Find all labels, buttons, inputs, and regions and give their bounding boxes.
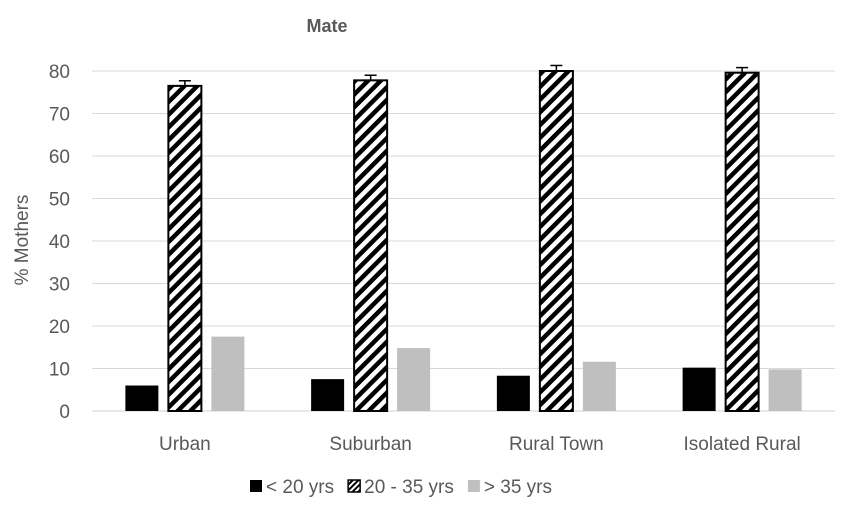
bar-20-yrs [682, 367, 716, 411]
y-tick-label: 70 [49, 105, 70, 126]
legend-label: 20 - 35 yrs [364, 477, 454, 498]
bars [125, 64, 802, 412]
y-tick-label: 10 [49, 360, 70, 381]
bar-20-35-yrs [538, 70, 574, 412]
y-tick-label: 40 [49, 232, 70, 253]
legend-label: < 20 yrs [266, 477, 334, 498]
y-tick-label: 30 [49, 275, 70, 296]
y-tick-label: 80 [49, 62, 70, 83]
legend-item: > 35 yrs [467, 477, 552, 498]
gridlines [92, 70, 835, 369]
bar-20-35-yrs [167, 84, 203, 412]
legend-swatch [250, 480, 262, 492]
legend-item: 20 - 35 yrs [347, 477, 454, 498]
y-tick-label: 20 [49, 317, 70, 338]
bar-20-35-yrs [724, 71, 760, 412]
x-tick-label: Urban [159, 434, 211, 455]
x-tick-label: Isolated Rural [684, 434, 801, 455]
y-tick-label: 50 [49, 190, 70, 211]
bar-20-yrs [496, 375, 530, 411]
axes: 0 10 20 30 40 50 60 70 80 Urban Suburban Rural Town… [49, 62, 835, 455]
x-tick-label: Rural Town [509, 434, 604, 455]
bar-35-yrs [768, 369, 802, 411]
bar-35-yrs [211, 336, 245, 411]
legend-label: > 35 yrs [484, 477, 552, 498]
bar-20-35-yrs [353, 79, 389, 412]
legend: < 20 yrs 20 - 35 yrs > 35 yrs [250, 477, 552, 498]
bar-20-yrs [311, 379, 345, 411]
legend-swatch [467, 480, 480, 492]
legend-swatch [347, 479, 361, 493]
x-tick-label: Suburban [329, 434, 411, 455]
y-axis-label: % Mothers [12, 195, 33, 286]
bar-35-yrs [397, 348, 431, 411]
y-tick-label: 0 [59, 402, 70, 423]
y-tick-label: 60 [49, 147, 70, 168]
bar-20-yrs [125, 385, 159, 411]
legend-item: < 20 yrs [250, 477, 334, 498]
bar-35-yrs [582, 361, 616, 411]
chart-title: Mate [306, 16, 347, 36]
